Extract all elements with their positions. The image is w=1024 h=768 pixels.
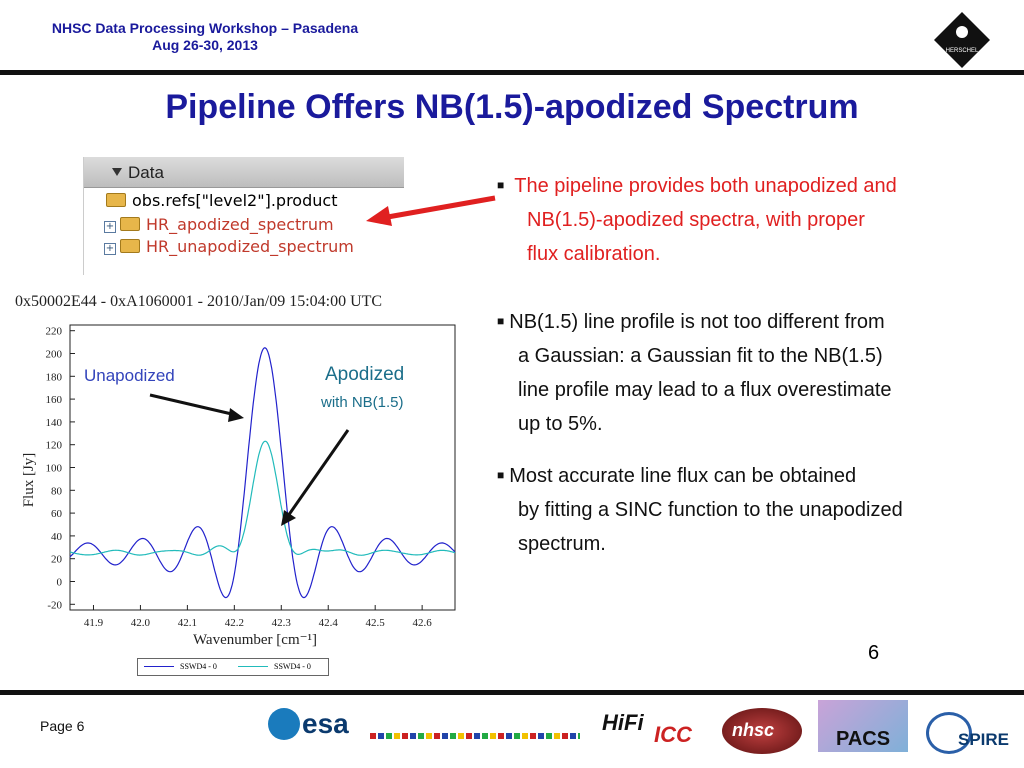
bullet-3-line-1: Most accurate line flux can be obtained	[509, 465, 857, 487]
pacs-logo: PACS	[818, 700, 908, 752]
bullet-2-line-4: up to 5%.	[518, 413, 603, 435]
icc-logo-text: ICC	[654, 722, 692, 747]
collapse-triangle-icon[interactable]	[112, 168, 122, 176]
folder-icon	[120, 217, 140, 231]
header-workshop-dates: Aug 26-30, 2013	[152, 37, 258, 53]
x-tick-label: 42.3	[272, 617, 292, 629]
y-tick-label: 220	[46, 326, 63, 338]
spire-swirl-icon	[926, 712, 972, 754]
bullet-1-line-1: The pipeline provides both unapodized an…	[514, 175, 897, 197]
data-tree-panel: Data obs.refs["level2"].product + HR_apod…	[83, 157, 404, 275]
y-tick-label: 60	[51, 508, 63, 520]
x-tick-label: 42.5	[366, 617, 386, 629]
slide-title: Pipeline Offers NB(1.5)-apodized Spectru…	[165, 88, 859, 126]
legend-swatch-1	[144, 666, 174, 667]
hifi-logo-text: HiFi	[602, 710, 644, 735]
footer-divider	[0, 690, 1024, 695]
spire-logo: SPIRE	[922, 708, 1009, 754]
esa-globe-icon	[268, 708, 300, 740]
red-arrow-icon	[366, 195, 496, 226]
spectrum-chart: 41.9 42.0 42.1 42.2 42.3 42.4 42.5 42.6 -20 0 20 40…	[21, 324, 456, 648]
y-tick-label: 160	[46, 394, 63, 406]
unapodized-annotation: Unapodized	[84, 366, 175, 385]
annotation-arrows	[149, 393, 350, 526]
bullet-3-line-2: by fitting a SINC function to the unapod…	[518, 499, 903, 521]
unapodized-arrow-icon	[149, 393, 237, 417]
bullet-2-line-3: line profile may lead to a flux overesti…	[518, 379, 892, 401]
y-axis-label: Flux [Jy]	[21, 453, 37, 508]
x-tick-label: 42.0	[131, 617, 151, 629]
bullet-2: ■ NB(1.5) line profile is not too differe…	[497, 304, 892, 441]
tree-item-apodized[interactable]: + HR_apodized_spectrum	[104, 215, 334, 234]
data-panel-header-label: Data	[128, 163, 164, 182]
data-panel-header: Data	[84, 157, 404, 188]
expand-plus-icon[interactable]: +	[104, 221, 116, 233]
x-tick-label: 42.6	[413, 617, 433, 629]
member-flags-strip	[370, 733, 580, 739]
apodized-arrow-icon	[286, 429, 350, 517]
folder-open-icon	[106, 193, 126, 207]
apodized-subannotation: with NB(1.5)	[321, 394, 404, 411]
herschel-logo: HERSCHEL	[934, 12, 990, 68]
bullet-2-line-1: NB(1.5) line profile is not too differen…	[509, 311, 885, 333]
series-line-2	[69, 440, 456, 556]
apodized-annotation: Apodized	[325, 364, 405, 385]
pacs-logo-text: PACS	[836, 728, 891, 750]
x-tick-label: 41.9	[84, 617, 104, 629]
y-tick-label: 80	[51, 485, 63, 497]
y-tick-label: 0	[57, 577, 63, 589]
tree-root-row[interactable]: obs.refs["level2"].product	[106, 191, 337, 210]
tree-item-label: HR_apodized_spectrum	[146, 215, 334, 234]
bullet-1: ■ The pipeline provides both unapodized a…	[497, 168, 897, 271]
legend-label-1: SSWD4 - 0	[180, 662, 217, 671]
expand-plus-icon[interactable]: +	[104, 243, 116, 255]
tree-item-label: HR_unapodized_spectrum	[146, 237, 354, 256]
y-tick-label: 120	[46, 440, 63, 452]
bullet-1-line-3: flux calibration.	[527, 243, 661, 265]
y-tick-label: 180	[46, 371, 63, 383]
bullet-3-line-3: spectrum.	[518, 533, 606, 555]
y-tick-label: 100	[46, 463, 63, 475]
folder-icon	[120, 239, 140, 253]
bullet-3: ■ Most accurate line flux can be obtained…	[497, 458, 903, 561]
legend-swatch-2	[238, 666, 268, 667]
tree-root-label: obs.refs["level2"].product	[132, 191, 338, 210]
nhsc-logo-text: nhsc	[732, 720, 775, 740]
header-divider	[0, 70, 1024, 75]
slide-number: 6	[868, 642, 880, 664]
x-axis-label: Wavenumber [cm⁻¹]	[193, 632, 317, 648]
legend-label-2: SSWD4 - 0	[274, 662, 311, 671]
x-tick-label: 42.2	[225, 617, 244, 629]
series-line-1	[69, 347, 456, 599]
esa-logo-text: esa	[302, 708, 349, 739]
bullet-1-line-2: NB(1.5)-apodized spectra, with proper	[527, 209, 865, 231]
y-tick-label: 40	[51, 531, 63, 543]
x-tick-label: 42.1	[178, 617, 197, 629]
nhsc-logo: nhsc	[722, 708, 802, 754]
herschel-logo-text: HERSCHEL	[946, 48, 979, 54]
tree-item-unapodized[interactable]: + HR_unapodized_spectrum	[104, 237, 354, 256]
page-label: Page 6	[40, 718, 85, 734]
esa-logo: esa	[268, 706, 368, 742]
y-tick-label: 200	[46, 349, 63, 361]
header-workshop-title: NHSC Data Processing Workshop – Pasadena	[51, 20, 359, 36]
spire-logo-text: SPIRE	[958, 730, 1010, 749]
y-tick-label: 140	[46, 417, 63, 429]
x-tick-label: 42.4	[319, 617, 339, 629]
chart-title: 0x50002E44 - 0xA1060001 - 2010/Jan/09 15…	[15, 293, 383, 310]
hifi-icc-logo: HiFi ICC	[596, 708, 706, 748]
y-tick-label: 20	[51, 554, 63, 566]
chart-legend: SSWD4 - 0 SSWD4 - 0	[137, 658, 329, 676]
bullet-2-line-2: a Gaussian: a Gaussian fit to the NB(1.5…	[518, 345, 883, 367]
y-tick-label: -20	[47, 599, 62, 611]
